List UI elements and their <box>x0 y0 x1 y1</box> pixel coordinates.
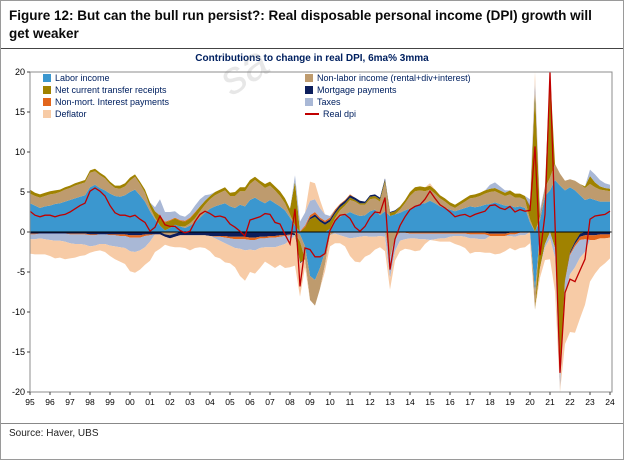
y-axis-tick-label: 0 <box>20 227 25 237</box>
legend-item-non-labor-income-rental-div-interest: Non-labor income (rental+div+interest) <box>305 73 471 83</box>
y-axis-tick-label: 5 <box>20 187 25 197</box>
legend-item-real-dpi: Real dpi <box>305 109 471 119</box>
legend-item-taxes: Taxes <box>305 97 471 107</box>
x-axis-tick-label: 15 <box>425 397 435 407</box>
legend-item-deflator: Deflator <box>43 109 299 119</box>
x-axis-tick-label: 98 <box>85 397 95 407</box>
legend-item-non-mort-interest-payments: Non-mort. Interest payments <box>43 97 299 107</box>
area-labor-income <box>30 231 610 292</box>
x-axis-tick-label: 03 <box>185 397 195 407</box>
legend-item-mortgage-payments: Mortgage payments <box>305 85 471 95</box>
x-axis-tick-label: 99 <box>105 397 115 407</box>
x-axis-tick-label: 00 <box>125 397 135 407</box>
legend-item-labor-income: Labor income <box>43 73 299 83</box>
x-axis-tick-label: 24 <box>605 397 615 407</box>
x-axis-tick-label: 19 <box>505 397 515 407</box>
y-axis-tick-label: -5 <box>17 267 25 277</box>
x-axis-tick-label: 07 <box>265 397 275 407</box>
x-axis-tick-label: 11 <box>346 397 355 407</box>
x-axis-tick-label: 06 <box>245 397 255 407</box>
x-axis-tick-label: 08 <box>285 397 295 407</box>
mortgage-payments-swatch <box>305 85 313 94</box>
x-axis-tick-label: 20 <box>525 397 535 407</box>
x-axis-tick-label: 04 <box>205 397 215 407</box>
x-axis-tick-label: 23 <box>585 397 595 407</box>
x-axis-tick-label: 95 <box>25 397 35 407</box>
x-axis-tick-label: 09 <box>305 397 315 407</box>
chart-title: Contributions to change in real DPI, 6ma… <box>195 52 429 64</box>
x-axis-tick-label: 01 <box>145 397 155 407</box>
x-axis-tick-label: 13 <box>385 397 395 407</box>
x-axis-tick-label: 96 <box>45 397 55 407</box>
area-labor-income <box>30 179 610 232</box>
legend-label: Mortgage payments <box>317 84 397 95</box>
net-current-transfer-receipts-swatch <box>43 85 51 94</box>
legend-label: Labor income <box>55 72 110 83</box>
y-axis-tick-label: 15 <box>15 107 25 117</box>
legend-label: Non-mort. Interest payments <box>55 96 170 107</box>
non-labor-income-rental-div-interest-swatch <box>305 73 313 82</box>
x-axis-tick-label: 02 <box>165 397 175 407</box>
chart-legend: Labor income Non-labor income (rental+div… <box>43 73 471 119</box>
area-deflator <box>30 231 610 392</box>
legend-item-net-current-transfer-receipts: Net current transfer receipts <box>43 85 299 95</box>
y-axis-tick-label: -20 <box>12 387 25 397</box>
x-axis-tick-label: 17 <box>465 397 475 407</box>
x-axis-tick-label: 12 <box>365 397 375 407</box>
legend-label: Taxes <box>317 96 341 107</box>
non-mort-interest-payments-swatch <box>43 97 51 106</box>
real-dpi-swatch <box>305 112 319 115</box>
taxes-swatch <box>305 97 313 106</box>
y-axis-tick-label: -15 <box>12 347 25 357</box>
x-axis-tick-label: 05 <box>225 397 235 407</box>
x-axis-tick-label: 14 <box>405 397 415 407</box>
legend-label: Real dpi <box>323 108 357 119</box>
y-axis-tick-label: 20 <box>15 67 25 77</box>
x-axis-tick-label: 21 <box>545 397 555 407</box>
area-non-labor-income-rental-div-interest <box>30 231 610 310</box>
x-axis-tick-label: 18 <box>485 397 495 407</box>
legend-label: Non-labor income (rental+div+interest) <box>317 72 471 83</box>
x-axis-tick-label: 22 <box>565 397 575 407</box>
labor-income-swatch <box>43 73 51 82</box>
real-dpi-line <box>29 71 611 373</box>
area-non-labor-income-rental-div-interest <box>30 163 610 232</box>
deflator-swatch <box>43 109 51 118</box>
y-axis-tick-label: -10 <box>12 307 25 317</box>
y-axis-tick-label: 10 <box>15 147 25 157</box>
x-axis-tick-label: 97 <box>65 397 75 407</box>
legend-label: Net current transfer receipts <box>55 84 167 95</box>
legend-label: Deflator <box>55 108 87 119</box>
source-note: Source: Haver, UBS <box>1 422 623 442</box>
x-axis-tick-label: 16 <box>445 397 455 407</box>
x-axis-tick-label: 10 <box>325 397 335 407</box>
chart-container: Contributions to change in real DPI, 6ma… <box>1 35 623 416</box>
figure-title: Figure 12: But can the bull run persist?… <box>1 1 623 49</box>
